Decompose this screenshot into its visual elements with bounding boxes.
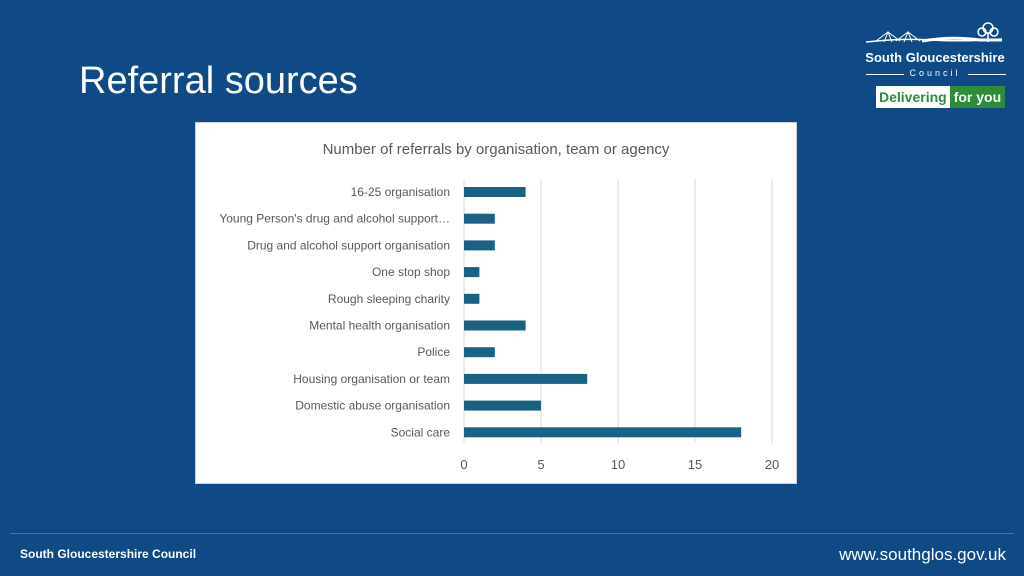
- category-label: Mental health organisation: [309, 319, 450, 333]
- x-tick-label: 15: [688, 457, 702, 472]
- x-tick-label: 20: [765, 457, 779, 472]
- x-tick-label: 5: [537, 457, 544, 472]
- category-label: Young Person's drug and alcohol support…: [219, 212, 450, 226]
- logo-name: South Gloucestershire: [865, 50, 1005, 65]
- slide-title: Referral sources: [79, 60, 358, 102]
- bar: [464, 373, 588, 384]
- logo-divider-left: [866, 74, 904, 75]
- bar: [464, 347, 495, 358]
- bar: [464, 187, 526, 197]
- badge-part2: for you: [949, 86, 1006, 108]
- category-label: Domestic abuse organisation: [295, 399, 450, 413]
- bar: [464, 427, 742, 438]
- x-tick-label: 0: [460, 457, 467, 472]
- logo-council: Council: [909, 68, 961, 78]
- category-label: Housing organisation or team: [293, 372, 450, 386]
- delivering-for-you-badge: Delivering for you: [876, 86, 1006, 108]
- category-label: One stop shop: [372, 265, 450, 279]
- category-label: Police: [417, 345, 450, 359]
- logo-divider-right: [968, 74, 1006, 75]
- x-tick-label: 10: [611, 457, 625, 472]
- bridge-tree-icon: [865, 22, 1003, 43]
- category-label: Rough sleeping charity: [328, 292, 450, 306]
- council-logo: South Gloucestershire Council Delivering…: [862, 20, 1012, 112]
- footer-website: www.southglos.gov.uk: [839, 545, 1006, 564]
- footer-divider: [10, 533, 1014, 534]
- referrals-chart: Number of referrals by organisation, tea…: [195, 122, 797, 484]
- badge-part1: Delivering: [876, 86, 950, 108]
- category-label: 16-25 organisation: [351, 185, 450, 199]
- category-label: Social care: [391, 425, 451, 439]
- bar: [464, 320, 526, 331]
- chart-title: Number of referrals by organisation, tea…: [323, 141, 670, 158]
- bar: [464, 267, 480, 278]
- bar: [464, 400, 541, 411]
- bar: [464, 293, 480, 304]
- chart-svg: Number of referrals by organisation, tea…: [219, 141, 779, 472]
- category-label: Drug and alcohol support organisation: [247, 238, 450, 252]
- bar: [464, 240, 495, 251]
- footer-organisation: South Gloucestershire Council: [20, 547, 197, 561]
- bar: [464, 213, 495, 224]
